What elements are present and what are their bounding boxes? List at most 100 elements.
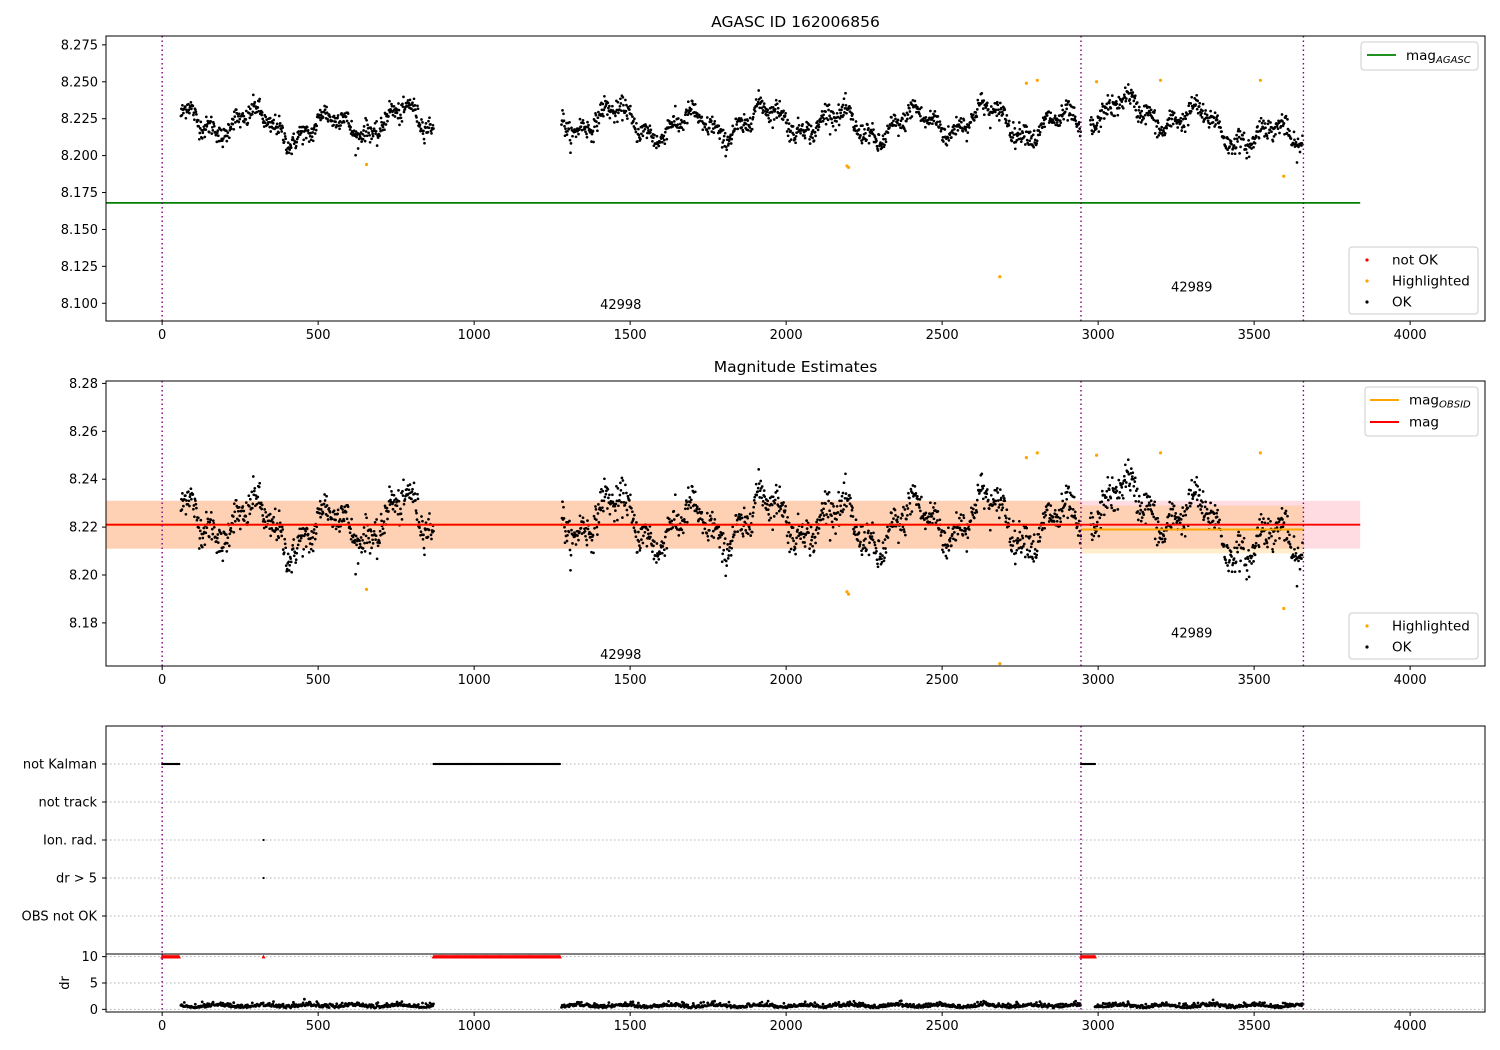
ok-point <box>1107 488 1111 492</box>
ok-point <box>725 547 729 551</box>
ok-point <box>195 518 199 522</box>
ok-point <box>1224 561 1228 565</box>
obsid-label: 42989 <box>1171 626 1212 641</box>
ok-point <box>1220 130 1223 133</box>
ok-point <box>774 98 778 102</box>
ok-point <box>1000 503 1004 506</box>
ok-point <box>203 135 207 139</box>
ok-point <box>815 526 819 529</box>
ok-point <box>794 141 797 145</box>
ok-point <box>1259 512 1263 516</box>
ok-point <box>1025 526 1029 530</box>
ok-point <box>1161 134 1165 137</box>
ok-point <box>617 504 620 508</box>
ok-point <box>344 510 348 514</box>
ok-point <box>1270 130 1273 134</box>
ok-point <box>824 110 827 113</box>
ok-point <box>1139 508 1143 512</box>
ok-point <box>808 137 811 141</box>
ok-point <box>1215 118 1219 122</box>
ok-point <box>212 525 216 529</box>
ok-point <box>1298 567 1302 571</box>
ok-point <box>932 112 935 116</box>
ok-point <box>1238 152 1241 155</box>
ok-point <box>794 552 797 556</box>
ok-point <box>1296 137 1300 141</box>
ok-point <box>743 520 747 524</box>
ok-point <box>632 119 635 123</box>
ok-point <box>732 533 736 537</box>
ok-point <box>342 120 346 124</box>
ok-point <box>989 105 993 108</box>
ok-point <box>936 510 940 513</box>
ok-point <box>766 499 770 503</box>
ok-point <box>1058 517 1062 520</box>
ok-point <box>865 138 868 142</box>
ok-point <box>700 510 704 514</box>
ok-point <box>310 530 314 533</box>
ok-point <box>938 120 942 123</box>
highlighted-point <box>1035 451 1039 455</box>
ok-point <box>1152 503 1156 507</box>
ok-point <box>1117 496 1121 500</box>
ok-point <box>1294 551 1298 555</box>
ok-point <box>630 113 633 116</box>
ok-point <box>1011 121 1015 124</box>
ok-point <box>1139 121 1143 124</box>
ok-point <box>1126 83 1130 86</box>
ok-point <box>1034 556 1038 559</box>
ok-point <box>863 530 866 534</box>
ok-point <box>1189 488 1193 492</box>
ok-point <box>1165 126 1169 130</box>
ok-point <box>395 111 399 115</box>
ok-point <box>769 516 773 520</box>
ok-point <box>1183 115 1187 118</box>
ok-point <box>1194 490 1198 494</box>
ok-point <box>1110 476 1114 479</box>
flag-point <box>558 762 562 766</box>
ok-point <box>817 123 820 126</box>
ok-point <box>969 120 973 124</box>
ok-point <box>1153 537 1157 541</box>
ok-point <box>772 118 776 121</box>
ok-point <box>1032 129 1036 133</box>
ok-point <box>244 515 248 518</box>
ok-point <box>332 114 336 118</box>
ok-point <box>945 556 949 560</box>
ok-point <box>1202 518 1205 522</box>
ok-point <box>619 97 622 101</box>
ok-point <box>340 504 343 508</box>
ok-point <box>267 120 271 124</box>
ok-point <box>987 113 991 117</box>
ok-point <box>573 531 576 534</box>
ok-point <box>332 123 335 127</box>
ok-point <box>1201 109 1204 113</box>
ok-point <box>913 99 917 103</box>
ok-point <box>587 123 590 127</box>
ok-point <box>860 141 864 145</box>
ok-point <box>720 560 724 564</box>
ok-point <box>1100 102 1104 106</box>
ok-point <box>916 107 920 111</box>
ok-point <box>1042 122 1046 125</box>
ok-point <box>1063 502 1067 506</box>
ok-point <box>1028 139 1032 143</box>
y-tick-label: 8.18 <box>69 616 98 631</box>
ok-point <box>216 134 220 138</box>
ok-point <box>189 101 193 104</box>
ok-point <box>740 126 744 129</box>
ok-point <box>1233 546 1236 550</box>
ok-point <box>237 112 241 116</box>
ok-point <box>873 135 877 139</box>
ok-point <box>769 119 773 122</box>
ok-point <box>1250 147 1253 150</box>
ok-point <box>1005 508 1009 512</box>
ok-point <box>224 533 228 536</box>
ok-point <box>391 507 395 511</box>
ok-point <box>218 549 222 553</box>
ok-point <box>413 492 417 495</box>
ok-point <box>326 518 330 521</box>
ok-point <box>750 127 754 131</box>
ok-point <box>1113 114 1117 118</box>
ok-point <box>1206 119 1210 123</box>
